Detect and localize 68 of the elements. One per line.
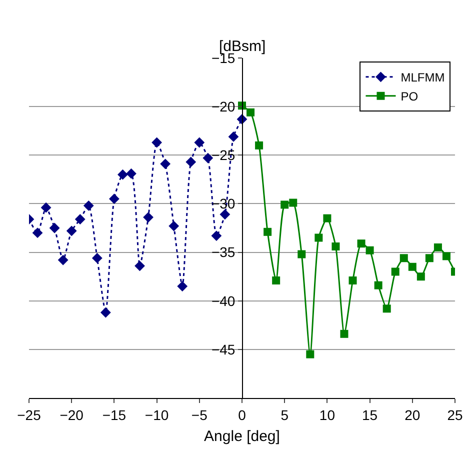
- point: [264, 228, 272, 236]
- point: [74, 214, 86, 224]
- point: [186, 156, 196, 168]
- point: [332, 242, 340, 250]
- point: [416, 272, 425, 281]
- x-tick-label: 25: [447, 406, 463, 423]
- point: [246, 108, 255, 116]
- y-tick-label: −40: [211, 292, 236, 309]
- point: [58, 254, 68, 266]
- point: [425, 254, 434, 262]
- x-tick-label: −20: [60, 406, 84, 423]
- point: [434, 243, 442, 252]
- point: [400, 254, 408, 262]
- point: [160, 158, 171, 170]
- x-tick-label: −10: [144, 406, 169, 423]
- point: [340, 330, 348, 338]
- x-tick-label: 0: [238, 406, 246, 423]
- point: [211, 230, 222, 241]
- point: [202, 152, 214, 164]
- point: [32, 228, 43, 238]
- y-tick-label: −35: [211, 244, 236, 260]
- point: [348, 276, 357, 284]
- point: [177, 281, 188, 292]
- point: [306, 350, 314, 358]
- y-tick-label: −30: [211, 196, 236, 212]
- legend-label: MLFMM: [400, 70, 445, 85]
- point: [109, 194, 120, 204]
- point: [255, 141, 264, 150]
- x-tick-label: −15: [102, 406, 126, 423]
- point: [314, 234, 323, 242]
- point: [280, 200, 289, 209]
- point: [100, 307, 111, 318]
- legend-label: PO: [400, 90, 418, 104]
- point: [118, 169, 128, 180]
- point: [408, 262, 416, 271]
- x-tick-label: −25: [17, 406, 42, 423]
- y-tick-label: −25: [211, 147, 236, 164]
- point: [220, 209, 230, 220]
- point: [228, 131, 239, 142]
- y-tick-label: −20: [211, 98, 236, 114]
- x-tick-label: −5: [191, 406, 208, 423]
- point: [152, 137, 162, 148]
- point: [126, 168, 136, 179]
- point: [382, 304, 391, 313]
- x-tick-label: 20: [404, 406, 420, 423]
- point: [92, 252, 102, 264]
- y-tick-label: −45: [211, 341, 236, 358]
- point: [289, 198, 298, 207]
- point: [323, 214, 332, 222]
- x-axis-title: Angle [deg]: [204, 428, 280, 445]
- point: [298, 250, 306, 258]
- point: [83, 200, 94, 211]
- point: [442, 252, 450, 260]
- point: [40, 202, 52, 213]
- point: [134, 260, 145, 272]
- point: [374, 281, 382, 290]
- point: [357, 240, 366, 248]
- point: [272, 276, 280, 284]
- point: [366, 246, 374, 254]
- x-tick-label: 10: [319, 406, 336, 423]
- x-tick-label: 15: [362, 406, 378, 423]
- point: [391, 268, 400, 276]
- point: [143, 212, 154, 223]
- point: [194, 137, 205, 148]
- point: [49, 222, 60, 234]
- point: [66, 226, 77, 236]
- point: [168, 220, 180, 232]
- x-tick-label: 5: [280, 406, 289, 423]
